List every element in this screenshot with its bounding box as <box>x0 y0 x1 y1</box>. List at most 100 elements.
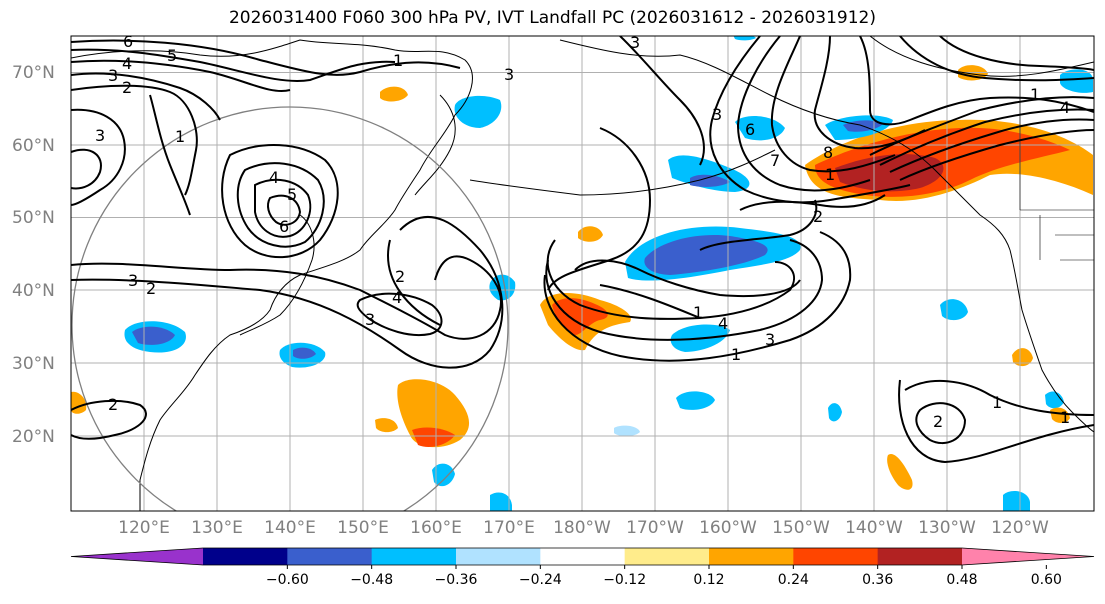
lat-label: 70°N <box>12 63 55 83</box>
contour-line <box>71 399 147 440</box>
lon-label: 140°E <box>264 518 316 538</box>
aleutian-chain <box>469 149 776 196</box>
contour-line <box>71 59 291 92</box>
contour-label: 1 <box>175 127 185 146</box>
contour-label: 1 <box>693 303 703 322</box>
negative-pv-anomaly <box>676 391 715 410</box>
contour-label: 3 <box>365 310 375 329</box>
contour-label: 6 <box>123 32 133 51</box>
contour-line <box>619 36 705 166</box>
colorbar-tick-label: 0.48 <box>946 572 977 588</box>
contour-line <box>71 39 461 76</box>
border-lines <box>1019 60 1094 261</box>
positive-pv-anomaly <box>380 86 408 102</box>
negative-pv-anomaly <box>293 347 316 359</box>
contour-line <box>915 402 967 445</box>
contour-label: 3 <box>128 271 138 290</box>
contour-line <box>387 239 441 326</box>
colorbar-segment <box>540 548 626 565</box>
map-frame <box>70 35 1095 512</box>
contour-line <box>71 48 396 82</box>
contour-line <box>899 129 1094 181</box>
contour-label: 4 <box>718 314 728 333</box>
colorbar: −0.60 −0.48 −0.36 −0.24 −0.12 0.12 0.24 0.36 0.4… <box>70 547 1095 588</box>
contour-label: 6 <box>745 120 755 139</box>
contour-line <box>813 36 926 150</box>
lon-label: 130°W <box>918 518 976 538</box>
contour-line <box>546 239 795 320</box>
contour-label: 4 <box>269 168 279 187</box>
contour-line <box>739 194 886 211</box>
contour-label: 5 <box>287 185 297 204</box>
contour-line <box>71 255 502 340</box>
contour-label: 3 <box>95 126 105 145</box>
positive-pv-anomaly <box>578 226 603 242</box>
contour-line <box>889 118 1094 173</box>
contour-label: 3 <box>108 66 118 85</box>
contour-label: 3 <box>765 330 775 349</box>
contour-line <box>547 127 652 291</box>
contour-line <box>904 379 1094 416</box>
contour-label: 2 <box>933 412 943 431</box>
contour-line <box>770 36 896 173</box>
contour-label: 8 <box>823 143 833 162</box>
colorbar-segment <box>877 548 963 565</box>
negative-pv-anomaly <box>132 326 175 345</box>
pv-contours <box>71 36 1094 464</box>
negative-pv-anomaly <box>432 463 455 487</box>
contour-line <box>899 36 1094 82</box>
colorbar-tick-label: −0.36 <box>435 572 478 588</box>
north-america-coast <box>1009 249 1094 433</box>
contour-label: 2 <box>122 78 132 97</box>
contour-line <box>869 96 1094 156</box>
contour-label: 5 <box>167 46 177 65</box>
contour-label: 2 <box>813 207 823 226</box>
contour-line <box>149 94 191 216</box>
negative-pv-anomaly <box>490 492 512 511</box>
contour-line <box>543 231 852 362</box>
lon-label: 150°W <box>772 518 830 538</box>
asia-coast <box>71 39 473 511</box>
contour-label: 4 <box>122 54 132 73</box>
colorbar-tick-label: 0.24 <box>778 572 809 588</box>
contour-line <box>356 292 443 336</box>
contour-label: 1 <box>1030 85 1040 104</box>
alaska-coast <box>559 39 1011 251</box>
negative-pv-anomaly <box>1003 490 1030 511</box>
contour-label: 2 <box>395 267 405 286</box>
negative-pv-anomaly <box>733 36 756 41</box>
colorbar-tick-label: −0.24 <box>519 572 562 588</box>
colorbar-extend-high <box>962 548 1094 565</box>
contour-label: 1 <box>825 165 835 184</box>
positive-pv-anomaly <box>412 427 455 447</box>
lon-label: 160°E <box>410 518 462 538</box>
contour-line <box>71 148 102 190</box>
negative-pv-anomaly <box>614 425 640 437</box>
contour-line <box>859 36 1094 126</box>
positive-pv-anomaly <box>552 298 608 335</box>
kamchatka-coast <box>414 94 456 196</box>
contour-line <box>236 162 325 248</box>
figure-title: 2026031400 F060 300 hPa PV, IVT Landfall… <box>228 8 876 28</box>
contour-label: 2 <box>146 279 156 298</box>
lon-label: 130°E <box>191 518 243 538</box>
negative-pv-anomaly <box>690 174 730 187</box>
lat-label: 30°N <box>12 354 55 374</box>
lat-label: 40°N <box>12 281 55 301</box>
lat-label: 50°N <box>12 208 55 228</box>
colorbar-segment <box>456 548 541 565</box>
positive-pv-anomaly <box>887 454 913 490</box>
contour-line <box>898 379 1094 464</box>
contour-label: 1 <box>992 393 1002 412</box>
lon-label: 180°W <box>553 518 611 538</box>
contour-labels: 6 5 4 3 2 1 3 1 3 5 4 6 3 2 4 3 2 1 3 4 … <box>95 32 1070 431</box>
contour-label: 1 <box>1060 408 1070 427</box>
positive-pv-anomaly <box>1050 407 1070 423</box>
contour-line <box>699 199 818 251</box>
contour-label: 1 <box>393 51 403 70</box>
contour-label: 1 <box>731 345 741 364</box>
contour-line <box>709 36 911 204</box>
colorbar-segment <box>287 548 373 565</box>
contour-line <box>71 84 198 196</box>
positive-pv-anomaly <box>375 418 398 433</box>
